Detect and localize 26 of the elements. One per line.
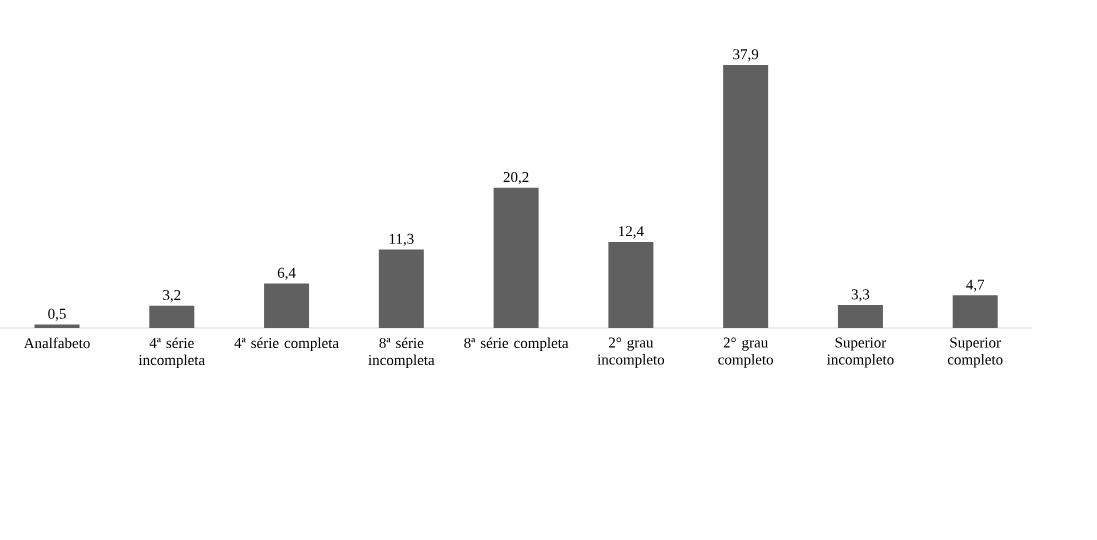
bar: [608, 241, 654, 328]
data-label: 20,2: [503, 172, 529, 185]
x-tick-label: 8ª série incompleta: [368, 337, 435, 369]
x-tick-label: Superior incompleto: [827, 337, 894, 368]
bar: [264, 283, 310, 328]
x-tick-label: Superior completo: [947, 337, 1003, 368]
bar: [378, 249, 424, 328]
x-tick-label: 2° grau incompleto: [597, 337, 665, 368]
data-label: 3,2: [163, 290, 181, 303]
x-tick-label: Analfabeto: [23, 337, 90, 349]
x-tick-label: 2° grau completo: [718, 337, 773, 368]
data-label: 4,7: [966, 279, 985, 292]
x-tick-label: 4ª série incompleta: [138, 337, 205, 369]
data-label: 11,3: [389, 233, 414, 247]
data-label: 6,4: [277, 267, 296, 281]
x-tick-label: 4ª série completa: [234, 337, 339, 352]
bar: [493, 187, 539, 328]
data-label: 3,3: [851, 289, 870, 302]
bar: [837, 305, 883, 328]
data-label: 12,4: [619, 226, 644, 239]
data-label: 37,9: [733, 49, 759, 62]
bar: [149, 305, 195, 328]
x-tick-label: 8ª série completa: [464, 337, 569, 352]
data-label: 0,5: [48, 308, 66, 321]
bar: [723, 64, 769, 328]
bar: [952, 295, 998, 328]
